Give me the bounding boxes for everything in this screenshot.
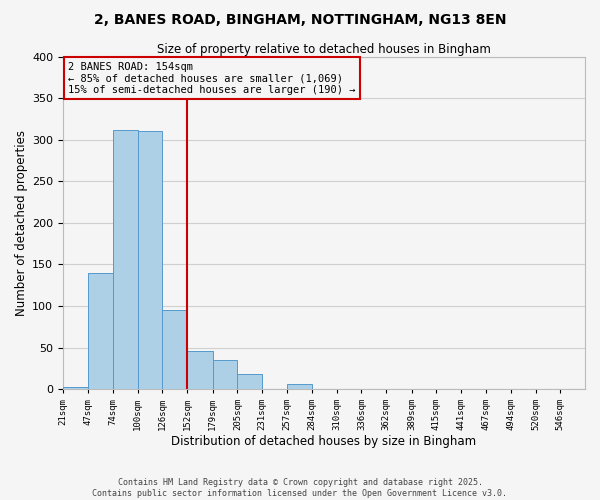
Bar (138, 130, 163, 389)
Bar (287, 384, 312, 389)
Bar (113, 130, 138, 389)
Text: Contains HM Land Registry data © Crown copyright and database right 2025.
Contai: Contains HM Land Registry data © Crown c… (92, 478, 508, 498)
X-axis label: Distribution of detached houses by size in Bingham: Distribution of detached houses by size … (172, 434, 476, 448)
Bar (238, 374, 262, 389)
Bar (63, 386, 88, 389)
Y-axis label: Number of detached properties: Number of detached properties (15, 130, 28, 316)
Text: 2 BANES ROAD: 154sqm
← 85% of detached houses are smaller (1,069)
15% of semi-de: 2 BANES ROAD: 154sqm ← 85% of detached h… (68, 62, 356, 95)
Bar (88, 272, 113, 389)
Text: 2, BANES ROAD, BINGHAM, NOTTINGHAM, NG13 8EN: 2, BANES ROAD, BINGHAM, NOTTINGHAM, NG13… (94, 12, 506, 26)
Title: Size of property relative to detached houses in Bingham: Size of property relative to detached ho… (157, 42, 491, 56)
Bar (163, 310, 187, 389)
Bar (187, 351, 212, 389)
Bar (212, 360, 238, 389)
